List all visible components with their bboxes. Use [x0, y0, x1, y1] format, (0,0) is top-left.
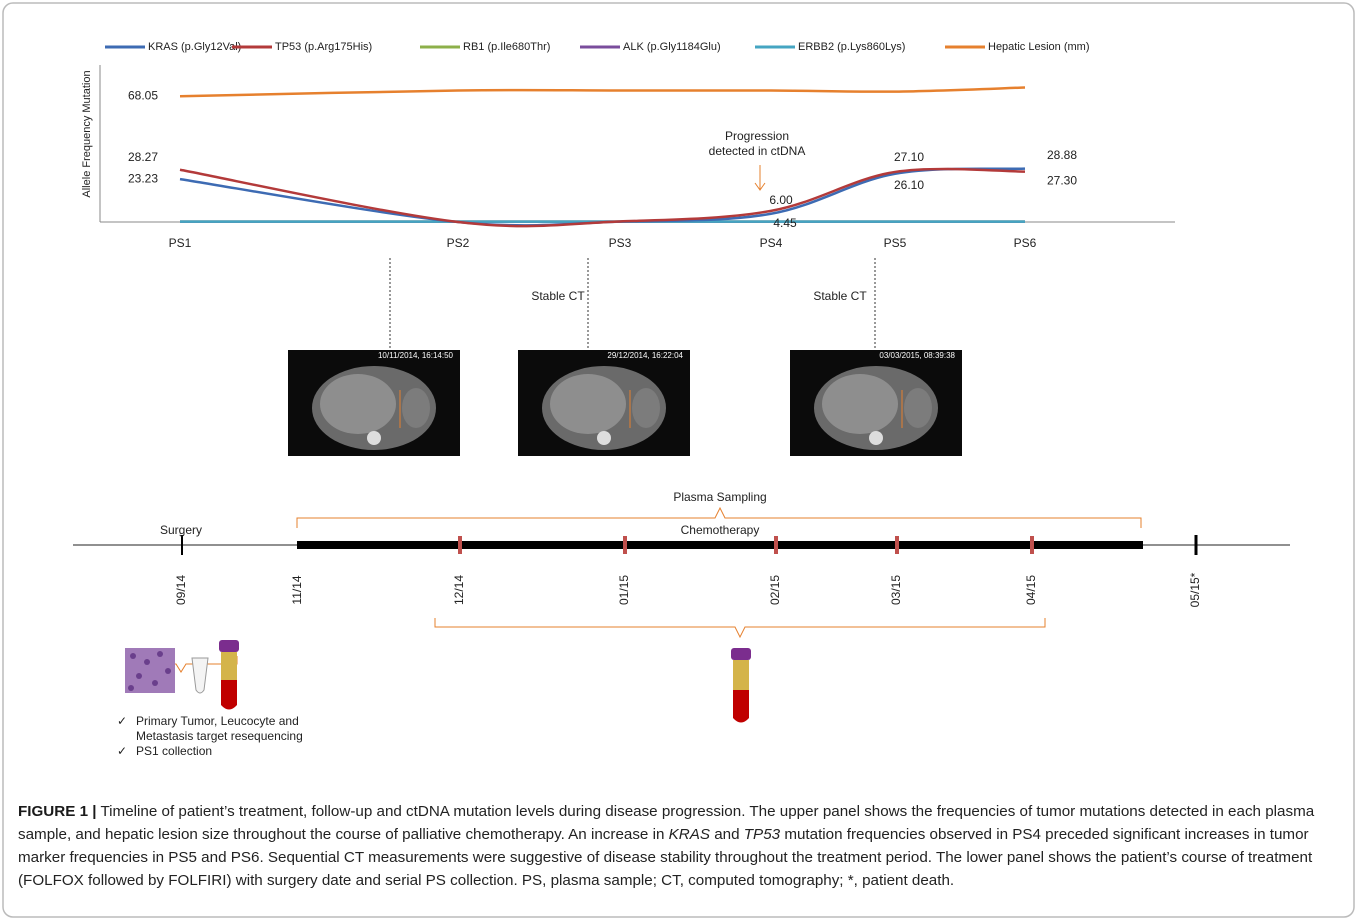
ct-spine [869, 431, 883, 445]
data-label: 6.00 [769, 193, 793, 207]
blood-tube [731, 648, 751, 723]
ct-spine [597, 431, 611, 445]
legend-label: ALK (p.Gly1184Glu) [623, 41, 721, 53]
ct-spleen [402, 388, 430, 428]
date-label: 05/15* [1188, 572, 1202, 607]
chemotherapy: Chemotherapy [681, 523, 760, 537]
ct-spine [367, 431, 381, 445]
data-label: 23.23 [128, 171, 158, 185]
x-tick-label: PS2 [447, 236, 470, 250]
x-tick-label: PS6 [1014, 236, 1037, 250]
plasma-sampling: Plasma Sampling [673, 490, 766, 504]
x-tick-label: PS4 [760, 236, 783, 250]
figure: Allele Frequency Mutation Progression de… [0, 0, 1358, 922]
connectors [390, 258, 875, 350]
ct-label: Stable CT [531, 289, 585, 303]
ct-liver [320, 374, 396, 434]
data-label: 68.05 [128, 88, 158, 102]
checklist-item: PS1 collection [136, 744, 212, 758]
annotation: detected in ctDNA [709, 144, 806, 158]
data-label: 28.27 [128, 150, 158, 164]
legend-label: RB1 (p.Ile680Thr) [463, 41, 550, 53]
date-label: 04/15 [1024, 575, 1038, 605]
check: ✓ [117, 714, 127, 728]
ct-timestamp: 29/12/2014, 16:22:04 [607, 351, 683, 360]
ct-timestamp: 10/11/2014, 16:14:50 [378, 351, 454, 360]
legend-label: KRAS (p.Gly12Val) [148, 41, 241, 53]
blood-tube [219, 640, 239, 710]
brace [435, 618, 1045, 637]
ct-spleen [632, 388, 660, 428]
x-tick-label: PS5 [884, 236, 907, 250]
date-label: 02/15 [768, 575, 782, 605]
figure-border [3, 3, 1354, 917]
ct-spleen [904, 388, 932, 428]
date-label: 01/15 [617, 575, 631, 605]
chemo-bar [297, 541, 1143, 549]
date-label: 12/14 [452, 575, 466, 605]
x-tick-label: PS1 [169, 236, 192, 250]
series-line [180, 88, 1025, 97]
date-label: 09/14 [174, 575, 188, 605]
caption-label: FIGURE 1 | [18, 803, 97, 820]
data-label: 28.88 [1047, 148, 1077, 162]
data-label: 27.10 [894, 150, 924, 164]
ct-label: Stable CT [813, 289, 867, 303]
surgery: Surgery [160, 523, 202, 537]
date-label: 03/15 [889, 575, 903, 605]
checklist-item: Primary Tumor, Leucocyte and [136, 714, 299, 728]
legend-label: TP53 (p.Arg175His) [275, 41, 372, 53]
checklist-item: Metastasis target resequencing [136, 729, 303, 743]
annotation: Progression [725, 129, 789, 143]
y-axis-label: Allele Frequency Mutation [81, 70, 93, 197]
legend-label: ERBB2 (p.Lys860Lys) [798, 41, 905, 53]
tube-icon [192, 658, 208, 693]
caption-text: TP53 [744, 826, 780, 843]
ct-liver [550, 374, 626, 434]
date-label: 11/14 [290, 575, 304, 604]
legend-label: Hepatic Lesion (mm) [988, 41, 1089, 53]
x-tick-label: PS3 [609, 236, 632, 250]
caption: FIGURE 1 | Timeline of patient’s treatme… [18, 800, 1338, 892]
ct-images: 10/11/2014, 16:14:50 29/12/2014, 16:22:04… [288, 350, 962, 456]
caption-text: and [710, 826, 744, 843]
data-label: 4.45 [773, 216, 797, 230]
ct-timestamp: 03/03/2015, 08:39:38 [879, 351, 955, 360]
data-label: 27.30 [1047, 174, 1077, 188]
check: ✓ [117, 744, 127, 758]
ct-liver [822, 374, 898, 434]
caption-text: KRAS [669, 826, 710, 843]
data-label: 26.10 [894, 178, 924, 192]
